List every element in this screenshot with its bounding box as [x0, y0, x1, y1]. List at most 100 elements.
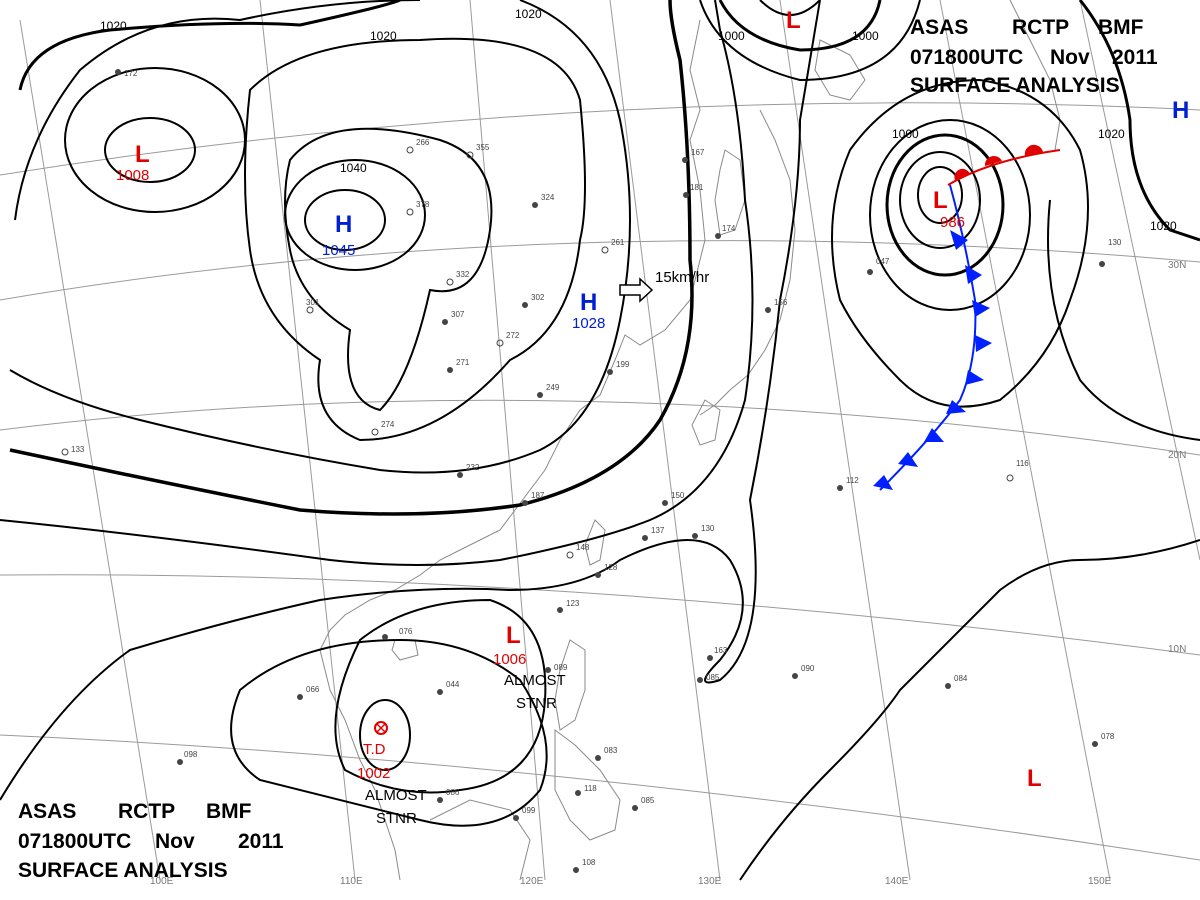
isobar-labels: 1020 1020 1020 1040 1000 1000 1000 1020 …: [100, 7, 1177, 233]
station-plot: 148: [566, 543, 590, 559]
station-plot: 261: [601, 238, 625, 254]
station-value: 130: [701, 524, 715, 533]
station-plot: 133: [61, 445, 85, 456]
station-value: 099: [522, 806, 536, 815]
station-value: 066: [306, 685, 320, 694]
header-line1-part: BMF: [1098, 16, 1144, 39]
isobar-north-1000: [718, 0, 882, 52]
low-center-symbol: L: [786, 7, 801, 34]
coast-japan-hokkaido: [814, 39, 866, 101]
lat-line-20: [0, 399, 1200, 456]
isobar-mh-1: [304, 189, 386, 251]
stnr-label-line1: ALMOST: [504, 672, 566, 689]
lon-label: 140E: [885, 876, 909, 887]
station-value: 274: [381, 420, 395, 429]
motion-speed: 15km/hr: [655, 269, 709, 286]
station-plot: 307: [442, 310, 465, 325]
lat-line-0: [0, 734, 1200, 861]
station-plot: 274: [371, 420, 395, 436]
coast-luzon: [554, 639, 586, 731]
station-plot: 090: [792, 664, 815, 679]
motion-arrow-icon: [619, 277, 654, 303]
isobar-td: [359, 699, 411, 771]
station-value: 187: [531, 491, 545, 500]
station-value: 130: [1108, 238, 1122, 247]
header-bottom: ASAS RCTP BMF 071800UTC Nov 2011 SURFACE…: [18, 800, 284, 882]
station-plot: 086: [437, 788, 460, 803]
station-value: 232: [466, 463, 480, 472]
coast-kyushu: [691, 399, 721, 446]
station-value: 307: [451, 310, 465, 319]
lon-label: 120E: [520, 876, 544, 887]
station-value: 199: [616, 360, 630, 369]
warm-front-semicircle: [984, 156, 1002, 166]
isobar-mh-4: [244, 37, 586, 442]
station-plot: 355: [466, 143, 490, 159]
coast-korea: [714, 149, 746, 236]
warm-front-semicircle: [1024, 144, 1043, 156]
lat-label: 30N: [1168, 260, 1186, 271]
lon-label: 100E: [150, 876, 174, 887]
header-line1-part: RCTP: [118, 800, 175, 823]
isobar-se: [739, 539, 1200, 881]
coastlines: [319, 0, 1061, 881]
station-plot: 118: [575, 784, 597, 796]
station-plot: 099: [513, 806, 536, 821]
lat-line-40: [0, 102, 1200, 176]
lon-line-130: [609, 0, 721, 881]
station-value: 137: [651, 526, 665, 535]
lat-label: 10N: [1168, 644, 1186, 655]
cold-front: [873, 184, 992, 491]
high-center-symbol: H: [335, 211, 352, 238]
station-plot: 044: [437, 680, 460, 695]
station-value: 116: [1016, 459, 1029, 468]
station-value: 378: [416, 200, 430, 209]
station-value: 324: [541, 193, 555, 202]
high-center-value: 1045: [322, 242, 355, 259]
station-plot: 249: [537, 383, 560, 398]
stnr-label-line2: STNR: [516, 695, 557, 712]
stnr-label-line1: ALMOST: [365, 787, 427, 804]
station-plot: 112: [837, 476, 859, 491]
station-plot: 076: [382, 627, 413, 640]
header-line2-part: 071800UTC: [18, 830, 131, 853]
low-center-value: 1006: [493, 651, 526, 668]
header-line1-part: ASAS: [18, 800, 76, 823]
high-center-symbol: H: [580, 289, 597, 316]
cold-front-triangle: [873, 475, 893, 490]
coast-borneo: [429, 799, 531, 881]
station-value: 301: [306, 298, 320, 307]
station-plot: 137: [642, 526, 665, 541]
isobar-nw-outer: [18, 0, 401, 91]
isobar-north-outer: [699, 0, 921, 82]
station-plot: 324: [532, 193, 555, 208]
station-plot: 150: [662, 491, 685, 506]
station-value: 271: [456, 358, 470, 367]
isobar-1020-bold: [9, 0, 694, 516]
station-value: 332: [456, 270, 470, 279]
warm-front: [947, 144, 1061, 186]
station-value: 266: [416, 138, 430, 147]
isobar-pl-5: [831, 78, 1089, 408]
station-value: 086: [446, 788, 460, 797]
cold-front-triangle: [972, 300, 990, 317]
lon-label: 130E: [698, 876, 722, 887]
station-plot: 167: [682, 148, 705, 163]
isobar-north-inner: [759, 0, 821, 16]
station-value: 355: [476, 143, 490, 152]
low-center-symbol: L: [1027, 765, 1042, 792]
station-value: 181: [690, 183, 704, 192]
lon-line-110: [259, 0, 356, 881]
station-plot: 272: [496, 331, 520, 347]
station-value: 076: [399, 627, 413, 636]
low-center-symbol: L: [506, 622, 521, 649]
cold-front-triangle: [946, 400, 966, 414]
cold-front-triangle: [950, 230, 968, 250]
warm-front-line: [947, 149, 1061, 186]
td-label: T.D: [363, 741, 386, 758]
header-line2-part: Nov: [155, 830, 195, 853]
cold-front-triangle: [975, 335, 992, 352]
station-value: 167: [691, 148, 705, 157]
